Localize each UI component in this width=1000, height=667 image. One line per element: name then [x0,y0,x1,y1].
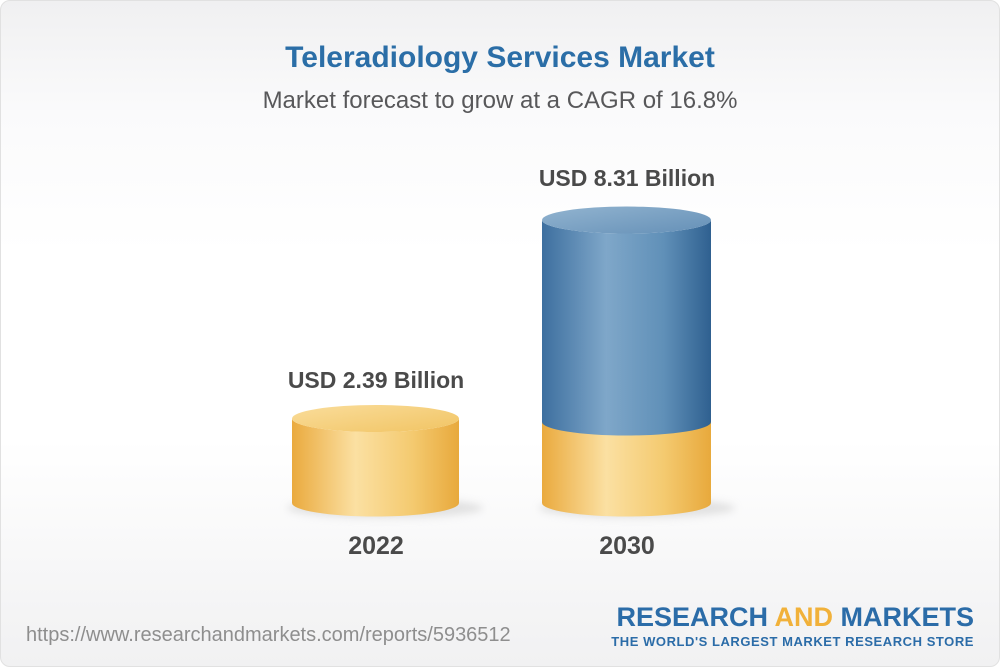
bar-2022-value-label: USD 2.39 Billion [287,367,465,393]
page-subtitle: Market forecast to grow at a CAGR of 16.… [262,87,738,114]
logo-wordmark: RESEARCH AND MARKETS [611,604,974,631]
logo-word-markets: MARKETS [840,602,975,632]
logo-word-research: RESEARCH [616,602,768,632]
bar-2030-base-segment [542,422,711,517]
bar-2030-value-label: USD 8.31 Billion [538,165,716,191]
bar-2030-growth-segment [542,220,711,436]
logo-word-and: AND [774,602,833,632]
bar-2022-cylinder-top [292,405,459,432]
category-label-2022: 2022 [348,532,404,560]
research-and-markets-logo: RESEARCH AND MARKETS THE WORLD'S LARGEST… [611,604,974,649]
bar-2030-cylinder-top [542,206,711,234]
category-label-2030: 2030 [599,532,655,560]
logo-tagline: THE WORLD'S LARGEST MARKET RESEARCH STOR… [611,634,974,649]
report-url: https://www.researchandmarkets.com/repor… [26,624,511,646]
bar-2022-cylinder-body [292,418,460,517]
page-title: Teleradiology Services Market [285,41,715,74]
